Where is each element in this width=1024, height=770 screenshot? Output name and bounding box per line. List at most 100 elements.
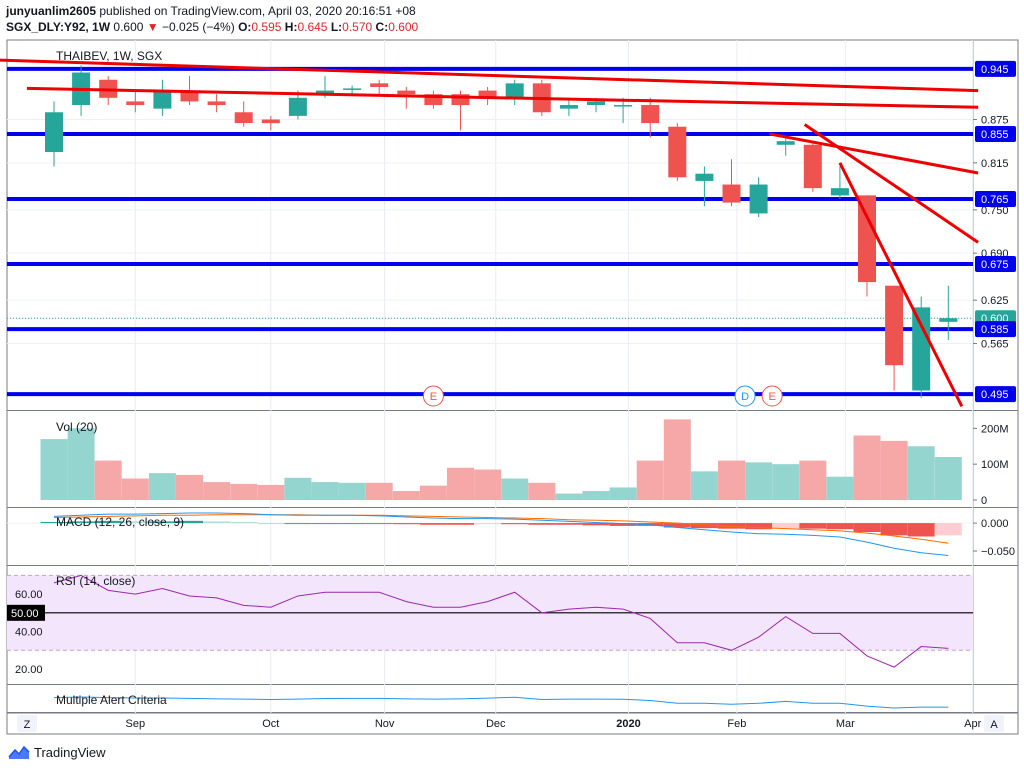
rsi-mid-tag bbox=[7, 604, 45, 621]
price-tick-label: 0.945 bbox=[981, 64, 1009, 76]
volume-bar bbox=[284, 477, 312, 500]
candle-body bbox=[695, 173, 714, 181]
price-tick-label: 0.495 bbox=[981, 389, 1009, 401]
price-tick-label: 0.565 bbox=[981, 339, 1009, 351]
price-tick-label: 0.750 bbox=[981, 205, 1009, 217]
macd-histogram-bar bbox=[718, 523, 745, 529]
macd-line bbox=[53, 512, 949, 556]
candle-body bbox=[316, 90, 334, 95]
volume-label: Vol (20) bbox=[56, 420, 97, 434]
candle-body bbox=[939, 318, 958, 322]
chart-title: THAIBEV, 1W, SGX bbox=[56, 49, 162, 63]
time-tick-label: Dec bbox=[486, 718, 506, 730]
rsi-tick-label: 60.00 bbox=[15, 589, 43, 601]
auto-scale-button-label: A bbox=[990, 719, 998, 731]
rsi-line bbox=[53, 574, 949, 668]
volume-bar bbox=[582, 491, 610, 500]
high-label: H: bbox=[284, 20, 298, 34]
candle-body bbox=[234, 112, 253, 124]
macd-histogram-bar bbox=[663, 523, 691, 528]
candle-body bbox=[505, 83, 524, 98]
candle-body bbox=[288, 97, 307, 116]
level-price-tag bbox=[975, 321, 1016, 338]
close-value: 0.600 bbox=[388, 20, 419, 34]
author-name[interactable]: junyuanlim2605 bbox=[6, 4, 97, 18]
macd-histogram-bar bbox=[338, 523, 366, 525]
macd-histogram-bar bbox=[772, 523, 800, 529]
volume-bar bbox=[338, 482, 366, 500]
macd-histogram-bar bbox=[284, 523, 312, 525]
candle-body bbox=[641, 105, 660, 124]
candle-body bbox=[180, 90, 199, 102]
macd-histogram-bar bbox=[907, 523, 935, 537]
macd-histogram-bar bbox=[447, 523, 474, 525]
macd-histogram-bar bbox=[392, 523, 420, 525]
volume-bar bbox=[40, 439, 68, 500]
candle-body bbox=[45, 112, 63, 153]
level-price-tag bbox=[975, 256, 1016, 273]
tradingview-footer[interactable]: TradingView bbox=[8, 744, 106, 760]
volume-bar bbox=[799, 460, 827, 500]
price-tick-label: 0.855 bbox=[981, 129, 1009, 141]
price-tick-label: 0.765 bbox=[981, 194, 1009, 206]
volume-bar bbox=[94, 460, 122, 500]
macd-histogram-bar bbox=[582, 523, 610, 526]
level-price-tag bbox=[975, 125, 1016, 142]
volume-bar bbox=[203, 482, 231, 500]
time-tick-label: 2020 bbox=[616, 718, 640, 730]
volume-bar bbox=[690, 471, 718, 500]
macd-histogram-bar bbox=[94, 520, 122, 524]
rsi-tick-label: 20.00 bbox=[15, 664, 43, 676]
macd-histogram-bar bbox=[555, 523, 583, 525]
open-value: 0.595 bbox=[251, 20, 282, 34]
volume-bar bbox=[663, 419, 691, 500]
macd-histogram-bar bbox=[121, 521, 149, 524]
candle-body bbox=[370, 83, 389, 87]
trendline bbox=[769, 132, 979, 175]
candle-body bbox=[830, 188, 849, 196]
auto-scale-button[interactable] bbox=[984, 715, 1004, 732]
rsi-tick-label: 50.00 bbox=[11, 608, 39, 620]
volume-bar bbox=[257, 484, 285, 500]
volume-bar bbox=[528, 482, 556, 500]
volume-bar bbox=[419, 485, 447, 500]
time-tick-label: Feb bbox=[727, 718, 746, 730]
macd-signal-line bbox=[53, 514, 949, 544]
macd-histogram-bar bbox=[799, 523, 827, 529]
volume-bar bbox=[853, 435, 881, 500]
volume-bar bbox=[121, 478, 149, 500]
high-value: 0.645 bbox=[297, 20, 328, 34]
chart-canvas[interactable]: THAIBEV, 1W, SGX E D E 0.945 0.875 0.855 0.815 0… bbox=[0, 0, 1024, 744]
published-info: published on TradingView.com, April 03, … bbox=[96, 4, 416, 18]
candle-body bbox=[722, 184, 741, 203]
volume-bar bbox=[447, 467, 474, 500]
candle-body bbox=[261, 119, 280, 124]
candle-body bbox=[803, 144, 822, 189]
earnings-marker-label: E bbox=[768, 391, 775, 403]
macd-histogram-bar bbox=[501, 523, 529, 525]
macd-histogram-bar bbox=[880, 523, 908, 536]
zoom-button[interactable] bbox=[17, 715, 37, 732]
earnings-marker bbox=[761, 385, 783, 407]
chart-frame bbox=[6, 39, 1019, 735]
macd-histogram-bar bbox=[230, 521, 258, 524]
volume-bar bbox=[934, 457, 962, 500]
macd-histogram-bar bbox=[311, 523, 339, 525]
volume-tick-label: 200M bbox=[981, 423, 1009, 435]
tradingview-logo-icon bbox=[8, 745, 30, 759]
volume-tick-label: 0 bbox=[981, 495, 987, 507]
chart-header-line2: SGX_DLY:Y92, 1W 0.600 ▼ −0.025 (−4%) O:0… bbox=[6, 20, 418, 34]
volume-bar bbox=[365, 482, 393, 500]
volume-bar bbox=[392, 491, 420, 500]
trendline bbox=[0, 58, 979, 93]
volume-bar bbox=[230, 483, 258, 500]
macd-histogram-bar bbox=[934, 523, 962, 536]
macd-histogram-bar bbox=[257, 523, 285, 525]
candle-body bbox=[559, 105, 578, 109]
candle-body bbox=[668, 126, 687, 178]
volume-bar bbox=[772, 464, 800, 500]
macd-histogram-bar bbox=[609, 523, 637, 526]
macd-histogram-bar bbox=[148, 521, 176, 524]
candle-body bbox=[397, 90, 416, 95]
dividend-marker bbox=[734, 385, 756, 407]
